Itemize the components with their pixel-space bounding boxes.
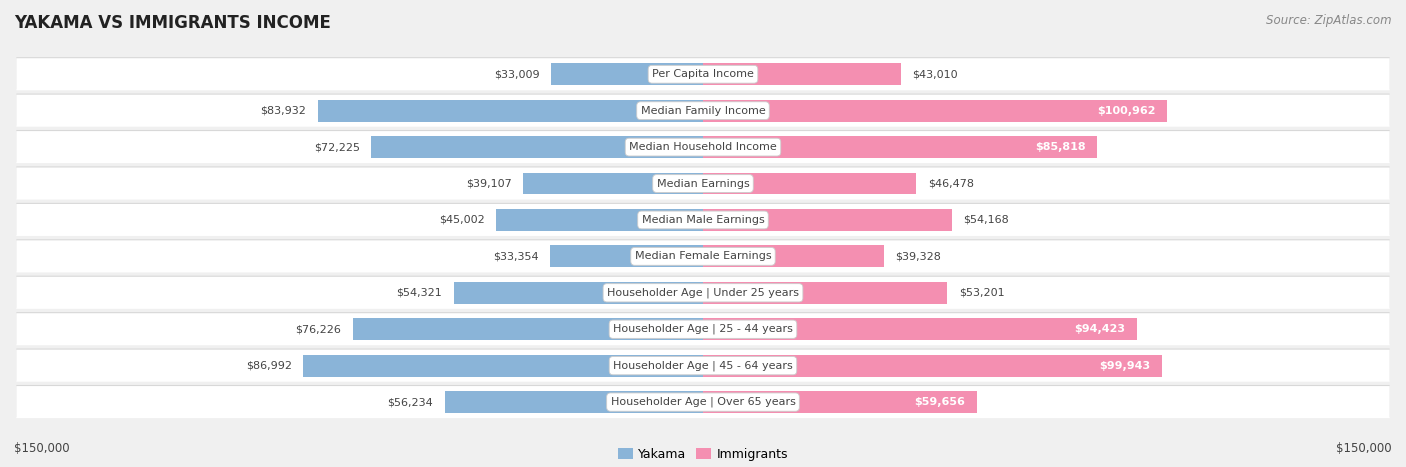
FancyBboxPatch shape: [17, 131, 1389, 163]
Bar: [496, 209, 703, 231]
Text: $72,225: $72,225: [314, 142, 360, 152]
Text: $150,000: $150,000: [1336, 442, 1392, 455]
FancyBboxPatch shape: [17, 385, 1389, 417]
Legend: Yakama, Immigrants: Yakama, Immigrants: [619, 448, 787, 461]
Bar: [318, 100, 703, 121]
FancyBboxPatch shape: [17, 130, 1389, 162]
FancyBboxPatch shape: [17, 58, 1389, 90]
Text: $54,321: $54,321: [396, 288, 441, 298]
Text: $45,002: $45,002: [439, 215, 485, 225]
Text: $54,168: $54,168: [963, 215, 1010, 225]
Text: Source: ZipAtlas.com: Source: ZipAtlas.com: [1267, 14, 1392, 27]
Bar: [703, 318, 1136, 340]
Bar: [304, 355, 703, 376]
Bar: [703, 100, 1167, 121]
Bar: [444, 391, 703, 413]
FancyBboxPatch shape: [17, 348, 1389, 381]
Bar: [703, 355, 1161, 376]
FancyBboxPatch shape: [17, 239, 1389, 271]
FancyBboxPatch shape: [17, 350, 1389, 382]
Bar: [703, 391, 977, 413]
Text: Median Female Earnings: Median Female Earnings: [634, 251, 772, 262]
Text: $39,328: $39,328: [896, 251, 941, 262]
Bar: [551, 64, 703, 85]
Bar: [523, 173, 703, 194]
Text: $43,010: $43,010: [912, 69, 957, 79]
Text: $53,201: $53,201: [959, 288, 1004, 298]
Text: YAKAMA VS IMMIGRANTS INCOME: YAKAMA VS IMMIGRANTS INCOME: [14, 14, 330, 32]
FancyBboxPatch shape: [17, 204, 1389, 236]
Bar: [703, 246, 883, 267]
FancyBboxPatch shape: [17, 276, 1389, 308]
FancyBboxPatch shape: [17, 312, 1389, 344]
Text: Per Capita Income: Per Capita Income: [652, 69, 754, 79]
Bar: [703, 136, 1097, 158]
Text: Median Family Income: Median Family Income: [641, 106, 765, 116]
Text: $46,478: $46,478: [928, 178, 974, 189]
Text: Median Earnings: Median Earnings: [657, 178, 749, 189]
Text: Median Male Earnings: Median Male Earnings: [641, 215, 765, 225]
FancyBboxPatch shape: [17, 93, 1389, 126]
FancyBboxPatch shape: [17, 277, 1389, 309]
FancyBboxPatch shape: [17, 203, 1389, 235]
Text: $76,226: $76,226: [295, 324, 342, 334]
Text: Median Household Income: Median Household Income: [628, 142, 778, 152]
Text: $150,000: $150,000: [14, 442, 70, 455]
Text: Householder Age | Over 65 years: Householder Age | Over 65 years: [610, 397, 796, 407]
Text: $59,656: $59,656: [915, 397, 966, 407]
Text: $33,009: $33,009: [495, 69, 540, 79]
FancyBboxPatch shape: [17, 313, 1389, 345]
Bar: [703, 209, 952, 231]
Text: $56,234: $56,234: [388, 397, 433, 407]
Text: $83,932: $83,932: [260, 106, 307, 116]
Bar: [353, 318, 703, 340]
Text: Householder Age | 45 - 64 years: Householder Age | 45 - 64 years: [613, 361, 793, 371]
FancyBboxPatch shape: [17, 166, 1389, 198]
Bar: [703, 282, 948, 304]
Bar: [703, 64, 900, 85]
Text: $99,943: $99,943: [1099, 361, 1150, 371]
FancyBboxPatch shape: [17, 57, 1389, 89]
Text: $33,354: $33,354: [492, 251, 538, 262]
Text: $85,818: $85,818: [1035, 142, 1085, 152]
Text: $86,992: $86,992: [246, 361, 292, 371]
FancyBboxPatch shape: [17, 386, 1389, 418]
Bar: [454, 282, 703, 304]
Bar: [550, 246, 703, 267]
Bar: [371, 136, 703, 158]
FancyBboxPatch shape: [17, 241, 1389, 272]
Bar: [703, 173, 917, 194]
Text: $39,107: $39,107: [467, 178, 512, 189]
Text: $100,962: $100,962: [1097, 106, 1156, 116]
FancyBboxPatch shape: [17, 95, 1389, 127]
Text: Householder Age | 25 - 44 years: Householder Age | 25 - 44 years: [613, 324, 793, 334]
Text: Householder Age | Under 25 years: Householder Age | Under 25 years: [607, 288, 799, 298]
FancyBboxPatch shape: [17, 168, 1389, 199]
Text: $94,423: $94,423: [1074, 324, 1125, 334]
